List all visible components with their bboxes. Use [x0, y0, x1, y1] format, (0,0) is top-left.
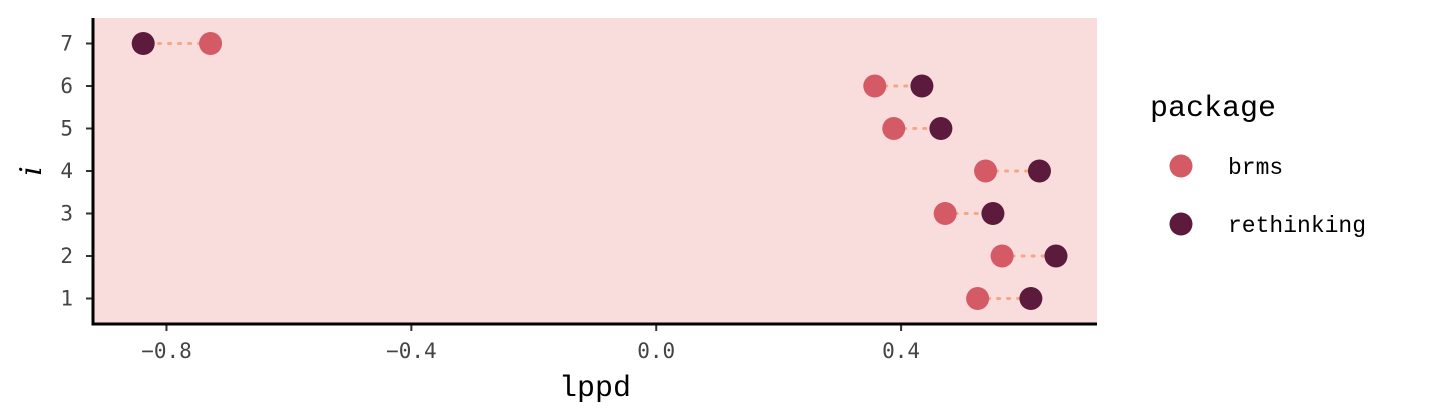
point-rethinking — [131, 32, 155, 55]
point-rethinking — [1027, 159, 1051, 183]
point-brms — [990, 244, 1014, 268]
legend-key-rethinking — [1169, 212, 1193, 236]
x-tick-label: 0.0 — [637, 339, 675, 363]
y-tick-label: 4 — [60, 159, 73, 183]
plot-panel — [93, 18, 1097, 324]
legend-label-brms: brms — [1228, 155, 1283, 181]
point-brms — [966, 287, 990, 310]
point-brms — [199, 32, 223, 55]
y-tick-label: 3 — [60, 202, 73, 226]
y-tick-label: 5 — [60, 117, 73, 141]
legend-title: package — [1150, 92, 1276, 126]
x-tick-label: −0.8 — [141, 339, 192, 363]
y-tick-label: 7 — [60, 32, 73, 56]
legend-entries: brms rethinking — [1169, 154, 1366, 239]
point-rethinking — [981, 202, 1005, 225]
point-rethinking — [1044, 244, 1068, 268]
x-axis-ticks: −0.8 −0.4 0.0 0.4 — [141, 324, 920, 363]
x-tick-label: −0.4 — [386, 339, 437, 363]
y-axis-title: i — [14, 166, 49, 176]
y-tick-label: 1 — [60, 287, 73, 311]
point-brms — [974, 159, 998, 183]
point-brms — [933, 202, 957, 225]
legend-label-rethinking: rethinking — [1228, 213, 1366, 239]
x-tick-label: 0.4 — [882, 339, 920, 363]
legend-key-brms — [1169, 154, 1193, 178]
y-axis-ticks: 1 2 3 4 5 6 7 — [60, 32, 93, 311]
point-brms — [882, 117, 906, 140]
point-brms — [863, 74, 887, 98]
legend: package brms rethinking — [1150, 92, 1366, 239]
x-axis-title: lppd — [559, 372, 631, 406]
data-points — [131, 32, 1068, 310]
y-tick-label: 2 — [60, 244, 73, 268]
y-tick-label: 6 — [60, 74, 73, 98]
point-rethinking — [910, 74, 934, 98]
point-rethinking — [929, 117, 953, 140]
point-rethinking — [1019, 287, 1043, 310]
